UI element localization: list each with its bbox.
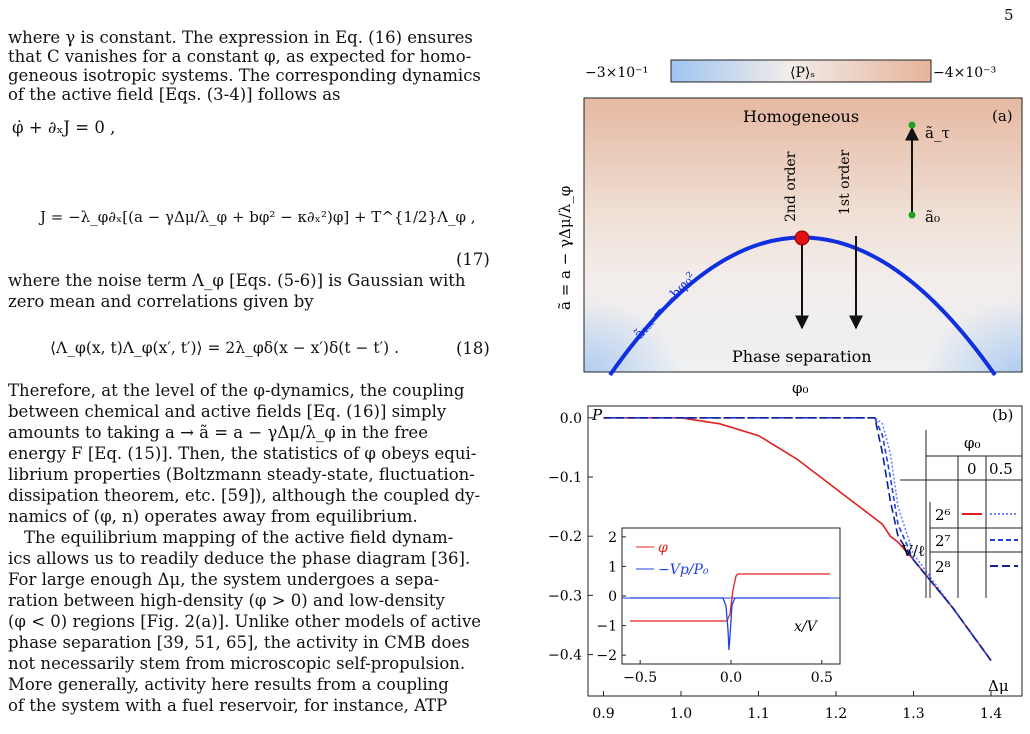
inset-x-label: x/V: [794, 619, 819, 635]
colorbar-right-label: −4×10⁻³: [933, 65, 996, 81]
figure-b: 0.0 −0.1 −0.2 −0.3 −0.4 0.9 1.0 1.1 1.2 1.3 1.4 P…: [548, 405, 1023, 722]
legend-col-0: 0: [967, 460, 977, 478]
inset-legend-pressure: −Vp/P₀: [658, 562, 709, 578]
text-line: energy F [Eq. (15)]. Then, the statistic…: [8, 444, 477, 463]
a-tau-label: ã_τ: [925, 124, 950, 142]
y-tick-label: 0.0: [560, 411, 582, 427]
inset-pressure-curve: [630, 597, 830, 651]
text-line: geneous isotropic systems. The correspon…: [8, 66, 481, 85]
text-line: of the system with a fuel reservoir, for…: [8, 696, 448, 715]
second-order-label: 2nd order: [783, 151, 799, 222]
inset-y-tick-label: −1: [596, 619, 617, 635]
panel-a-label: (a): [992, 107, 1013, 125]
text-line: ration between high-density (φ > 0) and …: [8, 591, 445, 610]
homogeneous-label: Homogeneous: [743, 107, 859, 126]
text-line: not necessarily stem from microscopic se…: [8, 654, 466, 673]
para-3: Therefore, at the level of the φ-dynamic…: [8, 380, 480, 527]
legend-row-0: 2⁶: [935, 506, 951, 524]
x-tick-label: 1.0: [670, 706, 692, 722]
y-tick-label: −0.1: [548, 470, 582, 486]
equation-18: ⟨Λ_φ(x, t)Λ_φ(x′, t′)⟩ = 2λ_φδ(x − x′)δ(…: [50, 339, 400, 357]
text-line: namics of (φ, n) operates away from equi…: [8, 507, 418, 526]
text-line: (φ < 0) regions [Fig. 2(a)]. Unlike othe…: [8, 612, 482, 631]
text-line: librium properties (Boltzmann steady-sta…: [8, 465, 475, 484]
text-line: amounts to taking a → ã = a − γΔμ/λ_φ in…: [8, 423, 428, 442]
inset-y-tick-label: 2: [608, 530, 617, 546]
legend-row-header: V/ℓ: [901, 542, 925, 560]
text-line: phase separation [39, 51, 65], the activ…: [8, 633, 470, 652]
para-1: where γ is constant. The expression in E…: [8, 28, 496, 104]
inset-x-tick-label: 0.0: [720, 670, 742, 686]
text-line: between chemical and active fields [Eq. …: [8, 402, 447, 421]
inset-y-tick-label: 1: [608, 559, 617, 575]
figure-a: −3×10⁻¹ ⟨P⟩ₛ −4×10⁻³ (a) Homogeneous Pha…: [556, 59, 1023, 397]
text-line: where γ is constant. The expression in E…: [8, 28, 473, 47]
inset-y-tick-label: −2: [596, 648, 617, 664]
text-line: More generally, activity here results fr…: [8, 675, 449, 694]
equation-17a: φ̇ + ∂ₓJ = 0 ,: [12, 118, 116, 137]
inset-x-tick-label: −0.5: [623, 670, 657, 686]
y-axis-label: P: [591, 406, 603, 424]
legend-table: φ₀ 0 0.5 V/ℓ 2⁶ 2⁷ 2⁸: [900, 430, 1022, 598]
y-axis-label: ã = a − γΔμ/λ_φ: [556, 186, 574, 310]
colorbar: [670, 59, 932, 83]
text-line: The equilibrium mapping of the active fi…: [24, 528, 454, 547]
first-order-label: 1st order: [837, 149, 853, 215]
a-tau-point: [908, 121, 916, 129]
colorbar-left-label: −3×10⁻¹: [585, 65, 648, 81]
plot-frame: [587, 405, 1023, 697]
inset-y-tick-label: 0: [608, 589, 617, 605]
text-line: that C vanishes for a constant φ, as exp…: [8, 47, 472, 66]
y-tick-label: −0.3: [548, 588, 582, 604]
legend-col-header: φ₀: [964, 434, 981, 452]
page-number: 5: [1004, 6, 1014, 24]
text-line: Therefore, at the level of the φ-dynamic…: [8, 381, 465, 400]
legend-row-2: 2⁸: [935, 558, 951, 576]
inset-chart: 2 1 0 −1 −2 −0.5 0.0 0.5 φ −Vp/P₀ x/V: [596, 527, 841, 686]
critical-point: [794, 230, 810, 246]
x-tick-label: 1.2: [825, 706, 847, 722]
text-line: For large enough Δμ, the system undergoe…: [8, 570, 440, 589]
para-2: where the noise term Λ_φ [Eqs. (5-6)] is…: [8, 270, 465, 312]
text-line: zero mean and correlations given by: [8, 292, 314, 311]
equation-17-number: (17): [456, 250, 490, 269]
panel-b-label: (b): [992, 406, 1013, 424]
x-axis-label: φ₀: [792, 379, 809, 397]
colorbar-label: ⟨P⟩ₛ: [790, 65, 815, 81]
text-line: dissipation theorem, etc. [59]), althoug…: [8, 486, 481, 505]
text-line: where the noise term Λ_φ [Eqs. (5-6)] is…: [8, 271, 466, 290]
x-axis-label: Δμ: [988, 677, 1009, 695]
text-line: of the active field [Eqs. (3-4)] follows…: [8, 85, 341, 104]
legend-row-1: 2⁷: [935, 532, 951, 550]
inset-x-tick-label: 0.5: [811, 670, 833, 686]
a-0-label: ã₀: [925, 208, 940, 226]
legend-col-1: 0.5: [989, 460, 1013, 478]
x-tick-label: 0.9: [592, 706, 614, 722]
a-0-point: [908, 211, 916, 219]
text-line: ics allows us to readily deduce the phas…: [8, 549, 471, 568]
x-tick-label: 1.4: [980, 706, 1002, 722]
equation-18-number: (18): [456, 339, 490, 358]
series-line-3: [603, 417, 992, 661]
inset-legend-phi: φ: [658, 540, 668, 556]
x-tick-label: 1.3: [902, 706, 924, 722]
y-tick-label: −0.4: [548, 648, 582, 664]
para-4: The equilibrium mapping of the active fi…: [8, 527, 481, 716]
x-tick-label: 1.1: [747, 706, 769, 722]
equation-17b: J = −λ_φ∂ₓ[(a − γΔμ/λ_φ + bφ² − κ∂ₓ²)φ] …: [40, 208, 476, 226]
phase-separation-label: Phase separation: [732, 347, 872, 366]
y-tick-label: −0.2: [548, 529, 582, 545]
